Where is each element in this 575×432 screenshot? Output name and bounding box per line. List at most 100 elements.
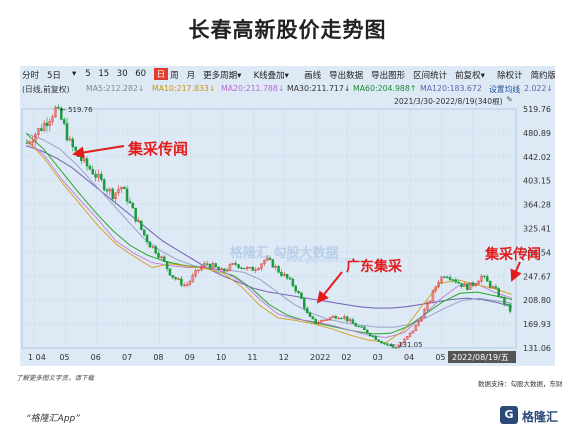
candle-body (45, 122, 49, 126)
candle-body (340, 317, 343, 320)
candle-body (31, 141, 34, 143)
toolbar-item-8[interactable]: 周 (170, 71, 179, 81)
candle-body (297, 291, 300, 294)
candle-body (37, 128, 40, 135)
candle-body (274, 266, 277, 268)
toolbar-item-13[interactable]: 导出数据 (329, 71, 364, 81)
candle-body (85, 158, 89, 167)
candle-body (423, 309, 426, 319)
toolbar-item-1[interactable]: 5日 (47, 71, 61, 81)
ma30-label: MA30:211.717↓ (287, 84, 351, 93)
ma10-label: MA10:217.833↓ (152, 84, 216, 93)
candle-body (305, 308, 309, 314)
toolbar-item-7[interactable]: 日 (153, 68, 169, 80)
toolbar-item-6[interactable]: 60 (135, 69, 147, 79)
x-tick-label: 03 (373, 353, 383, 362)
ma60-label: MA60:204.988↑ (353, 84, 417, 93)
candle-body (451, 279, 455, 281)
low-price-label: ← 131.05 (390, 341, 423, 349)
toolbar-item-4[interactable]: 15 (98, 69, 110, 79)
candle-body (411, 330, 415, 334)
x-tick-label: 10 (216, 353, 226, 362)
candle-body (280, 272, 283, 276)
chart-panel[interactable]: 分时 5日 ▾ 5 15 30 60 日周月更多周期▾ K线叠加▾ 画线 导出数据 导出图形 区间统计前… (20, 66, 555, 366)
arrow-rumor-1 (72, 145, 125, 159)
x-tick-label: 08 (153, 353, 163, 362)
candle-body (114, 192, 117, 200)
candle-body (437, 282, 440, 288)
candle-body (443, 276, 446, 278)
candle-body (500, 296, 503, 298)
candle-body (311, 316, 315, 320)
toolbar-item-17[interactable]: 除权计 (497, 71, 523, 81)
candle-body (48, 121, 52, 126)
candle-body (483, 275, 486, 278)
candle-body (231, 263, 235, 265)
candle-body (122, 186, 126, 189)
candle-body (145, 234, 149, 243)
candle-body (457, 281, 460, 284)
candle-body (271, 259, 275, 268)
candle-body (94, 173, 97, 178)
candle-body (477, 280, 480, 285)
x-tick-label: 05 (435, 353, 445, 362)
toolbar-item-16[interactable]: 前复权▾ (455, 71, 485, 81)
ma20-label: MA20:211.788↓ (221, 84, 285, 93)
pin-icon[interactable]: ✎ (506, 95, 513, 104)
price-chart[interactable]: 519.76 480.89 442.02 403.15 364.28 325.41 286.… (20, 66, 555, 366)
toolbar-item-10[interactable]: 更多周期▾ (203, 71, 242, 81)
grid-lines (21, 108, 517, 349)
toolbar-item-3[interactable]: 5 (85, 69, 91, 79)
candle-body (234, 263, 237, 265)
candle-body (240, 267, 243, 269)
candle-body (454, 279, 458, 283)
toolbar-item-0[interactable]: 分时 (22, 71, 40, 81)
candle-body (165, 261, 169, 269)
high-price-label: ← 519.76 (60, 106, 93, 114)
candle-body (168, 268, 172, 276)
candle-body (354, 323, 358, 327)
toolbar-item-15[interactable]: 区间统计 (413, 71, 448, 81)
candle-body (154, 246, 157, 254)
candle-body (111, 188, 115, 200)
candle-body (248, 266, 252, 269)
candle-body (351, 319, 355, 324)
candle-body (162, 256, 166, 262)
candle-body (82, 158, 86, 162)
candle-body (191, 275, 195, 282)
ma-mode-label: (日线,前复权) (22, 85, 70, 94)
candle-body (243, 267, 246, 270)
ma-settings-button[interactable]: 设置均线 (489, 85, 521, 94)
candle-body (308, 312, 312, 317)
arrow-guangdong (316, 271, 343, 304)
candle-body (360, 326, 363, 328)
toolbar-item-11[interactable]: K线叠加▾ (253, 71, 289, 81)
toolbar-item-2[interactable]: ▾ (72, 69, 77, 79)
ma120-label: MA120:183.672 (420, 84, 482, 93)
candle-body (425, 302, 429, 310)
candle-body (185, 284, 189, 286)
candle-body (54, 106, 57, 118)
candle-body (180, 278, 183, 286)
candle-body (268, 257, 272, 260)
candle-body (217, 266, 220, 270)
logo-icon: G (500, 406, 518, 424)
x-tick-label: 05 (59, 353, 69, 362)
toolbar-item-14[interactable]: 导出图形 (371, 71, 406, 81)
toolbar-item-18[interactable]: 简约版面▾ (530, 71, 555, 81)
toolbar-item-12[interactable]: 画线 (304, 71, 322, 81)
toolbar-item-9[interactable]: 月 (186, 71, 196, 81)
ma10-line (25, 139, 513, 343)
candle-body (42, 122, 46, 131)
candle-body (125, 188, 129, 202)
candle-body (417, 320, 420, 326)
candle-body (508, 304, 512, 312)
footer-source: 数据支持：勾股大数据，东财 (478, 380, 563, 388)
candle-body (343, 316, 346, 319)
candle-body (257, 268, 260, 270)
candle-body (214, 263, 217, 268)
candle-body (408, 332, 412, 337)
candle-body (194, 270, 197, 276)
candle-body (80, 156, 83, 162)
toolbar-item-5[interactable]: 30 (116, 69, 128, 79)
